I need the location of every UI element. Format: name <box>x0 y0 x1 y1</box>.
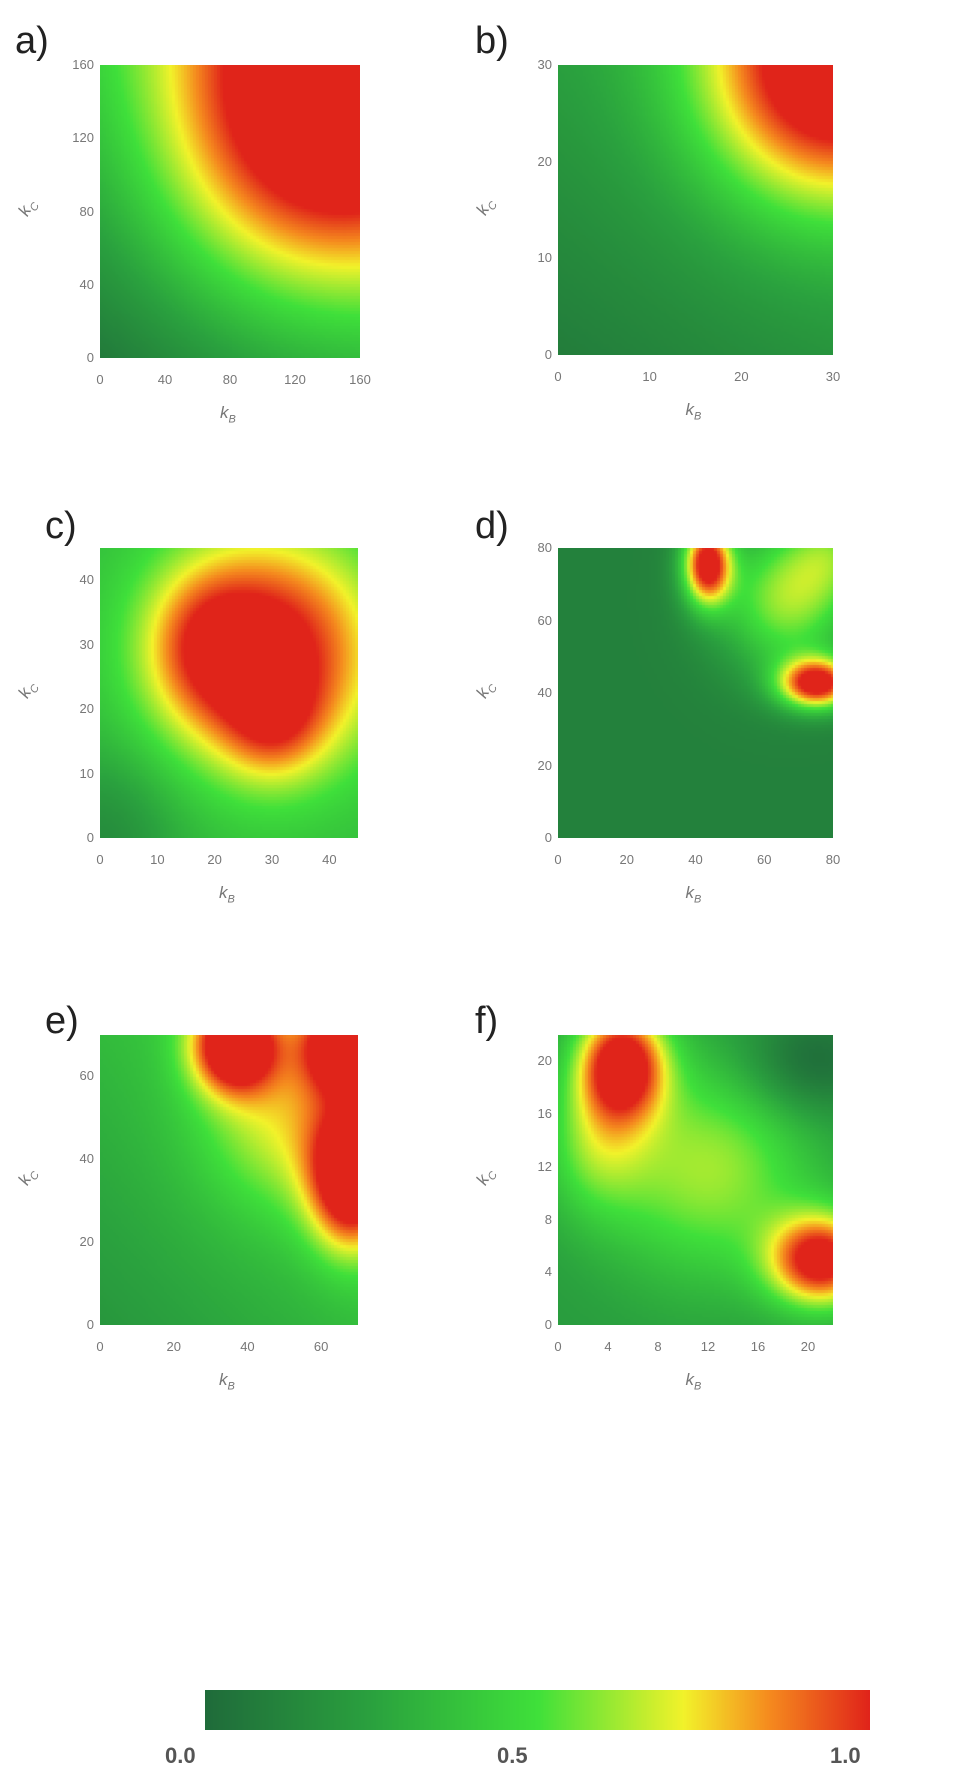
x-tick-label: 40 <box>688 852 703 867</box>
x-tick-label: 20 <box>800 1339 816 1354</box>
panel-label: c) <box>45 505 77 547</box>
x-axis-label: kB <box>220 403 236 426</box>
panel-label: f) <box>475 1000 499 1042</box>
x-tick-label: 16 <box>750 1339 766 1354</box>
x-tick-label: 0 <box>554 369 562 384</box>
colorbar-label-mid: 0.5 <box>497 1743 528 1768</box>
x-tick-label: 60 <box>757 852 772 867</box>
panel-label: d) <box>475 505 509 547</box>
y-tick-label: 0 <box>86 830 94 845</box>
x-tick-label: 40 <box>157 372 173 387</box>
y-tick-label: 60 <box>79 1068 94 1084</box>
y-tick-label: 80 <box>537 540 552 555</box>
colorbar-label-min: 0.0 <box>165 1743 196 1768</box>
y-tick-label: 30 <box>537 57 552 72</box>
x-tick-label: 40 <box>240 1339 255 1354</box>
y-tick-label: 20 <box>79 701 94 717</box>
x-tick-label: 0 <box>96 372 104 387</box>
x-tick-label: 60 <box>313 1339 329 1354</box>
panel-label: a) <box>15 20 49 62</box>
x-tick-label: 0 <box>554 852 562 867</box>
x-tick-label: 80 <box>222 372 238 387</box>
y-tick-label: 12 <box>537 1158 552 1174</box>
heatmap-plot-area <box>100 1035 358 1325</box>
y-tick-label: 0 <box>86 350 94 365</box>
x-axis-label: kB <box>685 883 702 906</box>
y-tick-label: 0 <box>544 347 552 362</box>
x-tick-label: 20 <box>207 852 222 867</box>
y-tick-label: 40 <box>79 572 94 588</box>
x-tick-label: 30 <box>264 852 280 867</box>
x-tick-label: 20 <box>166 1339 181 1354</box>
y-tick-label: 10 <box>537 250 552 266</box>
y-axis-label: kC <box>472 1169 501 1188</box>
y-tick-label: 120 <box>72 130 94 146</box>
x-tick-label: 40 <box>322 852 337 867</box>
x-tick-label: 120 <box>284 372 306 387</box>
y-tick-label: 0 <box>86 1317 94 1332</box>
y-tick-label: 8 <box>544 1211 552 1227</box>
y-tick-label: 0 <box>544 830 552 845</box>
y-axis-label: kC <box>14 682 43 701</box>
y-tick-label: 20 <box>537 153 552 169</box>
x-axis-label: kB <box>685 1370 702 1393</box>
x-tick-label: 20 <box>619 852 634 867</box>
x-tick-label: 4 <box>604 1339 612 1354</box>
x-tick-label: 30 <box>825 369 841 384</box>
panel-label: b) <box>475 20 509 62</box>
y-tick-label: 20 <box>537 757 552 773</box>
x-tick-label: 10 <box>150 852 165 867</box>
y-tick-label: 160 <box>72 57 94 72</box>
y-tick-label: 80 <box>79 203 94 219</box>
heatmap-plot-area <box>558 65 833 355</box>
y-tick-label: 20 <box>537 1053 552 1069</box>
heatmap-plot-area <box>558 548 833 838</box>
y-tick-label: 16 <box>537 1106 552 1122</box>
y-tick-label: 4 <box>544 1264 552 1280</box>
y-axis-label: kC <box>14 200 43 220</box>
y-tick-label: 40 <box>79 276 94 292</box>
x-tick-label: 80 <box>825 852 841 867</box>
x-axis-label: kB <box>219 883 235 906</box>
y-axis-label: kC <box>472 682 501 701</box>
y-axis-label: kC <box>14 1169 43 1188</box>
y-tick-label: 20 <box>79 1234 94 1250</box>
x-tick-label: 12 <box>700 1339 716 1354</box>
x-tick-label: 160 <box>349 372 371 387</box>
x-tick-label: 8 <box>654 1339 662 1354</box>
panel-label: e) <box>45 1000 79 1042</box>
heatmap-plot-area <box>558 1035 833 1325</box>
y-tick-label: 40 <box>537 685 552 700</box>
y-tick-label: 60 <box>537 612 552 628</box>
colorbar <box>205 1690 870 1730</box>
heatmap-plot-area <box>100 65 360 358</box>
x-axis-label: kB <box>685 400 702 423</box>
y-tick-label: 0 <box>544 1317 552 1332</box>
y-tick-label: 30 <box>79 636 94 652</box>
x-tick-label: 0 <box>96 1339 104 1354</box>
x-tick-label: 10 <box>642 369 657 384</box>
y-tick-label: 10 <box>79 765 94 781</box>
heatmap-plot-area <box>100 548 358 838</box>
x-axis-label: kB <box>219 1370 235 1393</box>
x-tick-label: 0 <box>96 852 104 867</box>
x-tick-label: 20 <box>734 369 749 384</box>
colorbar-label-max: 1.0 <box>830 1743 861 1768</box>
y-tick-label: 40 <box>79 1151 94 1167</box>
x-tick-label: 0 <box>554 1339 562 1354</box>
y-axis-label: kC <box>472 199 501 218</box>
